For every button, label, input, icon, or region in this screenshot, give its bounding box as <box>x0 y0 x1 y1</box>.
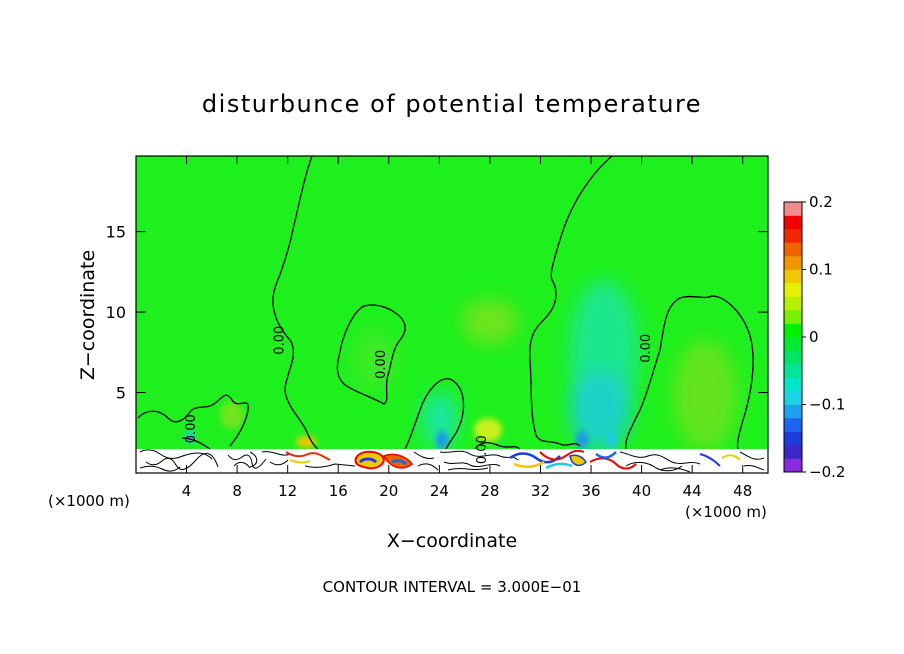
x-tick-label: 48 <box>733 482 752 500</box>
y-axis-label: Z−coordinate <box>77 250 99 380</box>
colorbar-tick-label: −0.2 <box>809 463 845 481</box>
y-tick-label: 15 <box>106 223 126 242</box>
y-axis-ticks: 5 10 15 <box>106 223 768 403</box>
colorbar-swatch <box>784 337 802 351</box>
colorbar-swatch <box>784 377 802 392</box>
plot-frame <box>135 155 769 474</box>
plot-area: 0.00 0.00 0.00 0.00 0.00 <box>136 156 768 473</box>
colorbar-swatch <box>784 202 802 216</box>
y-tick-label: 5 <box>116 384 126 403</box>
colorbar-swatch <box>784 391 802 405</box>
x-tick-label: 36 <box>581 482 600 500</box>
contour-label: 0.00 <box>475 435 490 464</box>
contour-path <box>625 295 754 450</box>
contour-path <box>137 394 249 450</box>
contour-label: 0.00 <box>374 350 389 379</box>
x-axis-ticks: 4 8 12 16 20 24 28 32 36 40 44 48 <box>182 156 752 500</box>
x-tick-label: 20 <box>379 482 398 500</box>
contour-path <box>336 304 406 405</box>
colorbar-tick-label: 0 <box>809 328 819 346</box>
x-tick-label: 44 <box>683 482 702 500</box>
field-anomalies <box>185 280 737 450</box>
colorbar-swatch <box>784 215 802 230</box>
chart-title: disturbunce of potential temperature <box>202 90 702 118</box>
colorbar-swatch <box>784 404 802 419</box>
colorbar-swatch <box>784 445 802 459</box>
colorbar-swatch <box>784 310 802 324</box>
x-tick-label: 32 <box>531 482 550 500</box>
colorbar-swatch <box>784 458 802 473</box>
contour-labels: 0.00 0.00 0.00 0.00 0.00 <box>184 326 654 464</box>
colorbar-swatch <box>784 256 802 270</box>
colorbar-swatch <box>784 418 802 432</box>
x-tick-label: 28 <box>480 482 499 500</box>
boundary-layer <box>136 449 768 473</box>
x-tick-label: 12 <box>278 482 297 500</box>
contour-interval-note: CONTOUR INTERVAL = 3.000E−01 <box>323 578 582 596</box>
x-unit-label-left: (×1000 m) <box>48 492 130 510</box>
contour-path <box>529 156 613 447</box>
colorbar-tick-label: 0.2 <box>809 193 833 211</box>
colorbar-ticks: 0.2 0.1 0 −0.1 −0.2 <box>802 193 845 481</box>
contour-label: 0.00 <box>639 334 654 363</box>
contour-path <box>272 156 319 450</box>
x-tick-label: 16 <box>329 482 348 500</box>
colorbar-tick-label: −0.1 <box>809 396 845 414</box>
colorbar-swatch <box>784 229 802 243</box>
colorbar-swatch <box>784 350 802 365</box>
colorbar-swatch <box>784 269 802 284</box>
contour-label: 0.00 <box>273 326 288 355</box>
colorbar-swatch <box>784 283 802 297</box>
colorbar-swatch <box>784 364 802 378</box>
colorbar-swatch <box>784 431 802 446</box>
contour-path <box>404 378 465 450</box>
x-axis-label: X−coordinate <box>387 530 517 552</box>
x-tick-label: 8 <box>232 482 242 500</box>
contour-path <box>474 441 521 450</box>
x-tick-label: 4 <box>182 482 192 500</box>
y-tick-label: 10 <box>106 303 126 322</box>
x-tick-label: 40 <box>632 482 651 500</box>
x-tick-label: 24 <box>430 482 449 500</box>
colorbar-swatch <box>784 296 802 311</box>
colorbar-tick-label: 0.1 <box>809 261 833 279</box>
colorbar-swatch <box>784 323 802 338</box>
x-unit-label-right: (×1000 m) <box>685 503 767 521</box>
contour-label: 0.00 <box>184 414 199 443</box>
zero-contours <box>137 156 754 450</box>
colorbar-swatch <box>784 242 802 257</box>
colorbar <box>784 202 802 473</box>
